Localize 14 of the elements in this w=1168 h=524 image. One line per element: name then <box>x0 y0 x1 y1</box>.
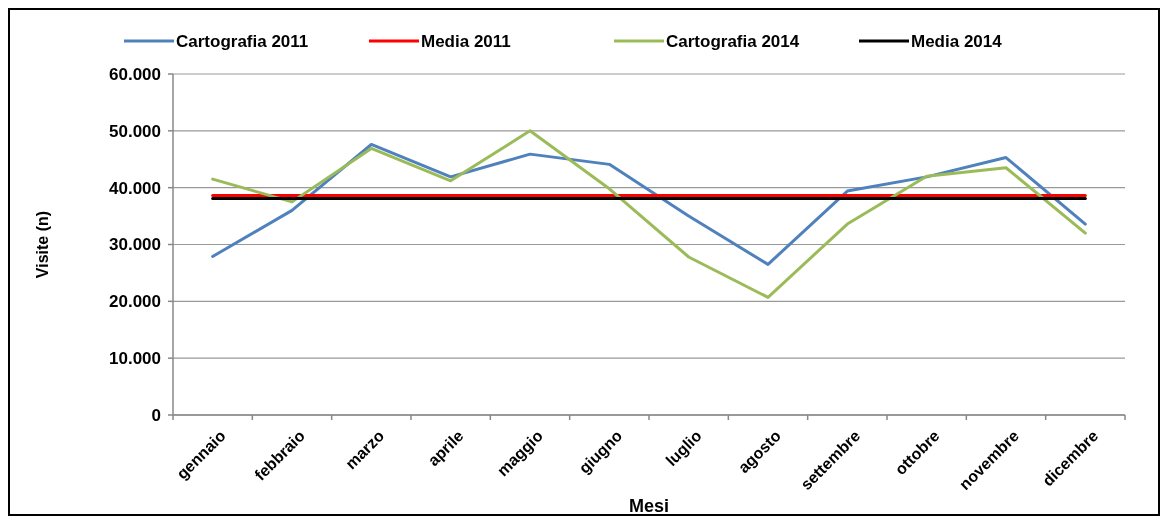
line-series <box>211 129 1087 299</box>
legend-label: Media 2011 <box>421 31 511 51</box>
y-tick-label: 60.000 <box>109 64 161 84</box>
y-tick-label: 50.000 <box>109 121 161 141</box>
y-axis-title: Visite (n) <box>34 210 51 279</box>
x-axis-title: Mesi <box>628 496 670 516</box>
y-tick-label: 30.000 <box>109 235 161 255</box>
legend-label: Cartografia 2014 <box>666 31 800 51</box>
y-tick-label: 0 <box>151 405 161 425</box>
y-tick-label: 10.000 <box>109 349 161 369</box>
legend-label: Media 2014 <box>911 31 1003 51</box>
legend-label: Cartografia 2011 <box>176 31 309 51</box>
y-tick-label: 20.000 <box>109 292 161 312</box>
y-tick-label: 40.000 <box>109 178 161 198</box>
